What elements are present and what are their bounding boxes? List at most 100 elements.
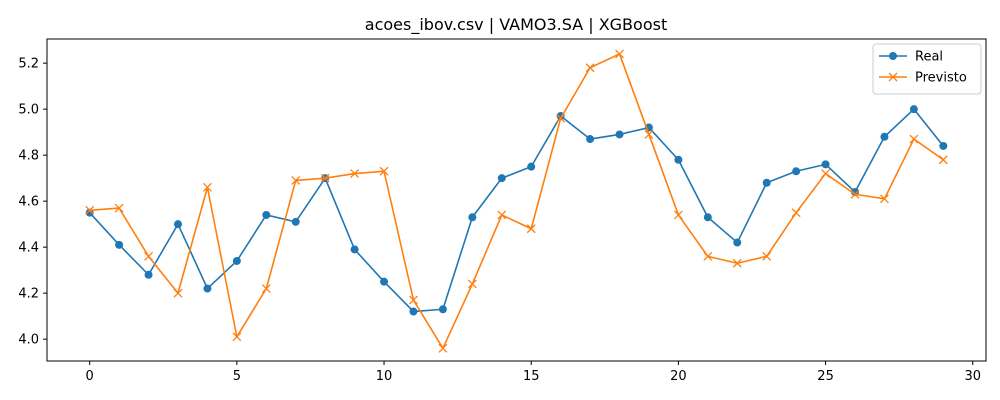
data-point-previsto <box>144 251 154 261</box>
data-point-real <box>438 305 447 314</box>
series-line-previsto <box>89 53 944 350</box>
x-tick-label: 10 <box>376 369 393 384</box>
data-point-real <box>409 307 418 316</box>
marker-stroke <box>438 343 448 353</box>
chart-title: acoes_ibov.csv | VAMO3.SA | XGBoost <box>365 15 667 35</box>
x-tick-label: 0 <box>86 369 94 384</box>
x-tick-label: 15 <box>523 369 540 384</box>
data-point-previsto <box>938 155 948 165</box>
data-point-previsto <box>879 194 889 204</box>
x-tick-label: 20 <box>670 369 687 384</box>
plot-area <box>85 49 948 353</box>
data-point-previsto <box>114 203 124 213</box>
marker-stroke <box>320 173 330 183</box>
data-point-real <box>821 160 830 169</box>
data-point-real <box>762 178 771 187</box>
y-tick-label: 4.4 <box>18 241 39 256</box>
axes: 0 5 10 15 20 25 30 4.0 4.2 4.4 4.6 4.8 5.0 5.2 <box>18 38 987 384</box>
data-point-previsto <box>350 169 360 179</box>
data-point-previsto <box>261 284 271 294</box>
y-tick-label: 5.2 <box>18 57 39 72</box>
marker-stroke <box>379 166 389 176</box>
data-point-previsto <box>673 210 683 220</box>
marker-stroke <box>173 288 183 298</box>
marker-stroke <box>261 284 271 294</box>
data-point-previsto <box>526 224 536 234</box>
legend-item-real: Real <box>879 50 943 65</box>
data-point-previsto <box>438 343 448 353</box>
y-tick-label: 4.0 <box>18 333 39 348</box>
data-point-real <box>291 217 300 226</box>
marker-stroke <box>526 224 536 234</box>
legend-label: Previsto <box>915 71 967 86</box>
marker-stroke <box>850 189 860 199</box>
data-point-previsto <box>762 251 772 261</box>
marker-stroke <box>909 134 919 144</box>
data-point-real <box>115 240 124 249</box>
marker-stroke <box>114 203 124 213</box>
data-point-previsto <box>467 279 477 289</box>
marker-stroke <box>644 129 654 139</box>
data-point-previsto <box>791 208 801 218</box>
data-point-previsto <box>497 210 507 220</box>
marker-stroke <box>232 332 242 342</box>
marker-stroke <box>85 205 95 215</box>
data-point-previsto <box>173 288 183 298</box>
data-point-real <box>674 155 683 164</box>
data-point-previsto <box>615 49 624 59</box>
marker-stroke <box>879 194 889 204</box>
data-point-previsto <box>291 175 301 185</box>
data-point-previsto <box>202 182 212 192</box>
marker-stroke <box>821 169 831 179</box>
data-point-previsto <box>409 295 418 305</box>
marker-stroke <box>585 63 595 73</box>
marker-stroke <box>673 210 683 220</box>
data-point-real <box>703 213 712 222</box>
marker-stroke <box>732 258 742 268</box>
series-line-real <box>89 108 944 313</box>
data-point-previsto <box>850 189 860 199</box>
data-point-real <box>615 130 624 139</box>
data-point-previsto <box>732 258 742 268</box>
data-point-real <box>939 141 948 150</box>
data-point-previsto <box>556 113 566 123</box>
marker-stroke <box>144 251 154 261</box>
data-point-real <box>380 277 389 286</box>
data-point-real <box>586 135 595 144</box>
legend-item-previsto: Previsto <box>879 71 967 86</box>
data-point-real <box>203 284 212 293</box>
data-point-real <box>733 238 742 247</box>
data-point-previsto <box>909 134 919 144</box>
data-point-previsto <box>232 332 242 342</box>
marker-stroke <box>938 155 948 165</box>
data-point-previsto <box>585 63 595 73</box>
data-point-real <box>497 174 506 183</box>
data-point-real <box>527 162 536 171</box>
marker-stroke <box>762 251 772 261</box>
data-point-real <box>173 220 182 229</box>
data-point-real <box>350 245 359 254</box>
data-point-previsto <box>85 205 95 215</box>
data-point-real <box>792 167 801 176</box>
data-point-previsto <box>379 166 389 176</box>
x-tick-label: 25 <box>817 369 834 384</box>
marker-stroke <box>467 279 477 289</box>
y-tick-label: 4.6 <box>18 195 39 210</box>
marker-stroke <box>615 49 624 59</box>
marker-stroke <box>556 113 566 123</box>
data-point-previsto <box>821 169 831 179</box>
legend-marker <box>889 52 897 60</box>
y-tick-label: 4.8 <box>18 149 39 164</box>
data-point-previsto <box>320 173 330 183</box>
data-point-real <box>144 270 153 279</box>
x-tick-label: 5 <box>233 369 241 384</box>
y-tick-label: 4.2 <box>18 287 39 302</box>
data-point-real <box>232 256 241 265</box>
marker-stroke <box>350 169 360 179</box>
x-tick-label: 30 <box>964 369 981 384</box>
legend-marker <box>888 72 898 82</box>
data-point-real <box>468 213 477 222</box>
marker-stroke <box>497 210 507 220</box>
data-point-real <box>880 132 889 141</box>
